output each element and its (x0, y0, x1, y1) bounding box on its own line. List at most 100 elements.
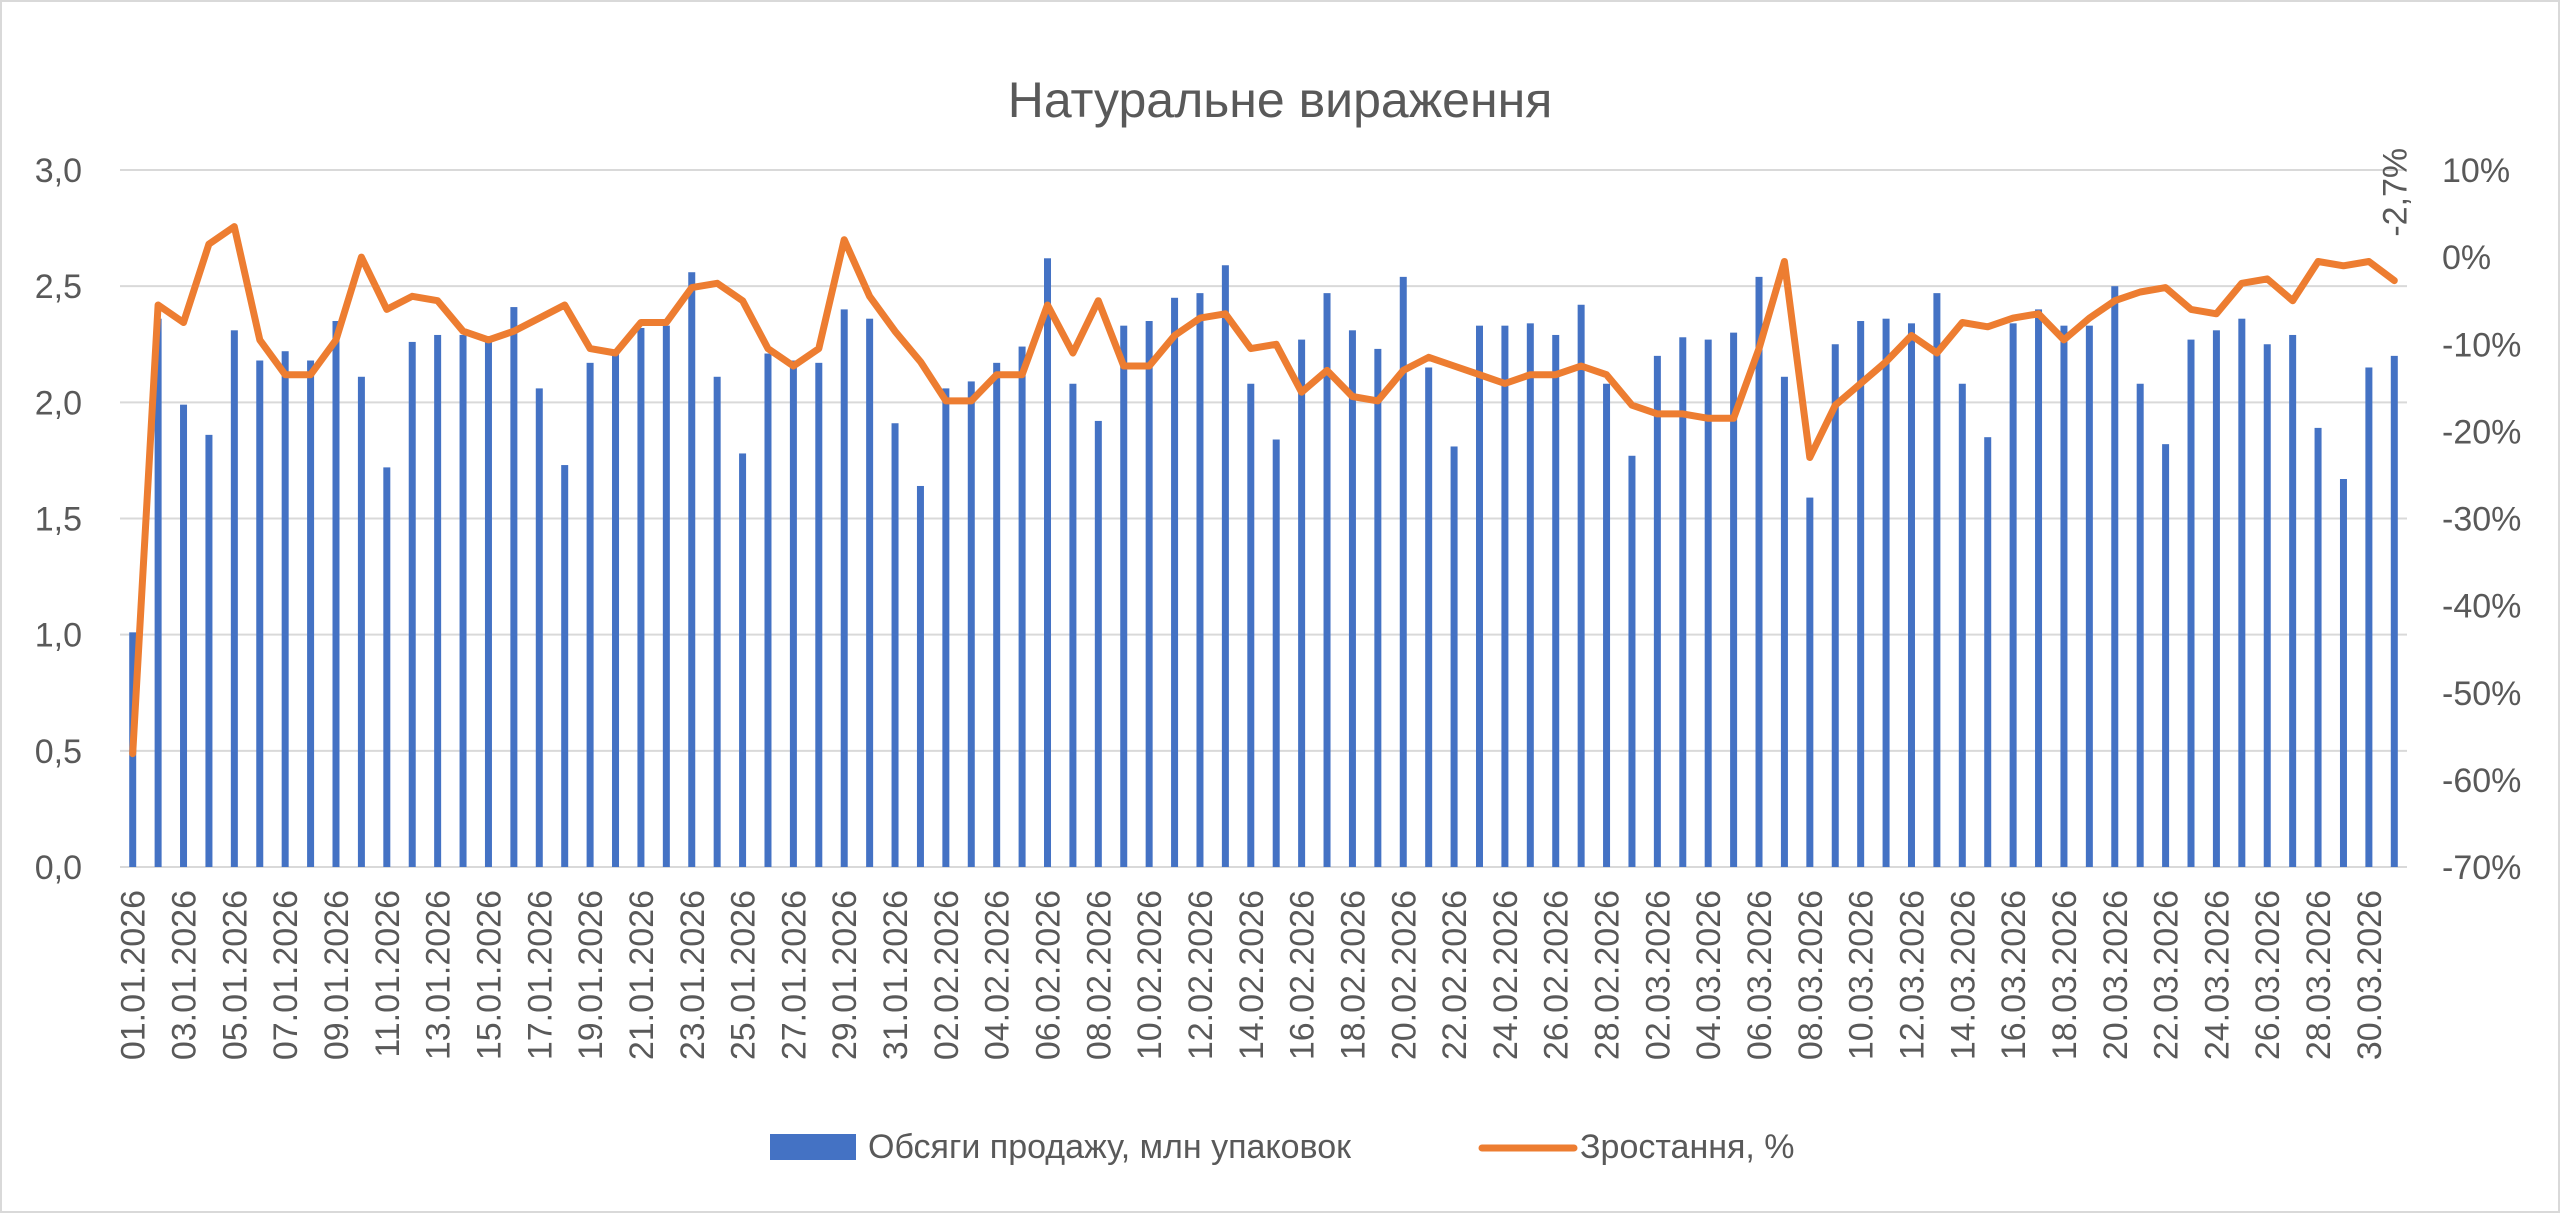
bar (180, 404, 188, 867)
left-axis-tick-label: 0,5 (35, 733, 82, 771)
bar (408, 341, 416, 868)
x-axis-tick-label: 25.01.2026 (725, 890, 763, 1060)
x-axis-tick-label: 08.03.2026 (1792, 890, 1830, 1060)
bar (1857, 321, 1865, 867)
x-axis-tick-label: 06.02.2026 (1030, 890, 1068, 1060)
left-axis-tick-label: 1,5 (35, 501, 82, 539)
bar (688, 272, 696, 867)
x-axis-tick-label: 07.01.2026 (267, 890, 305, 1060)
bar (484, 341, 492, 868)
bar (789, 360, 797, 867)
bar (205, 434, 213, 867)
left-axis-tick-label: 3,0 (35, 152, 82, 190)
x-axis-tick-label: 14.03.2026 (1944, 890, 1982, 1060)
bar (764, 353, 772, 867)
bar (1933, 293, 1941, 867)
bar (993, 362, 1001, 867)
left-axis-tick-label: 2,0 (35, 384, 82, 422)
left-axis-tick-label: 0,0 (35, 849, 82, 887)
x-axis-tick-label: 28.03.2026 (2300, 890, 2338, 1060)
right-axis-tick-label: -40% (2442, 588, 2521, 626)
gridlines (120, 169, 2407, 868)
bar (586, 362, 594, 867)
right-axis-tick-label: -20% (2442, 413, 2521, 451)
bar (1552, 334, 1560, 867)
bar (357, 376, 365, 867)
bar (1298, 339, 1306, 867)
bar (2263, 344, 2271, 867)
bar (1018, 346, 1026, 867)
bar (1475, 325, 1483, 867)
bar (1196, 293, 1204, 867)
x-axis-tick-label: 26.02.2026 (1538, 890, 1576, 1060)
bar (1984, 437, 1992, 867)
bar (1272, 439, 1280, 867)
bar (256, 360, 264, 867)
bar (2085, 325, 2093, 867)
bar (1907, 323, 1915, 868)
bar (2339, 479, 2347, 867)
legend-bar-label: Обсяги продажу, млн упаковок (868, 1128, 1352, 1166)
x-axis-tick-label: 29.01.2026 (826, 890, 864, 1060)
bar (891, 423, 899, 867)
bar (713, 376, 721, 867)
right-axis-tick-label: -70% (2442, 849, 2521, 887)
right-axis-tick-label: -60% (2442, 762, 2521, 800)
bar (2212, 330, 2220, 867)
x-axis-tick-label: 16.03.2026 (1995, 890, 2033, 1060)
bar (383, 467, 391, 867)
x-axis-tick-label: 18.03.2026 (2046, 890, 2084, 1060)
x-axis-tick-label: 09.01.2026 (318, 890, 356, 1060)
bar (1628, 455, 1636, 867)
x-axis-tick-label: 10.02.2026 (1131, 890, 1169, 1060)
x-axis-ticks: 01.01.2026 03.01.2026 05.01.2026 07.01.2026… (115, 890, 2389, 1060)
x-axis-tick-label: 12.02.2026 (1182, 890, 1220, 1060)
x-axis-tick-label: 03.01.2026 (166, 890, 204, 1060)
bar (1958, 383, 1966, 867)
bar (1780, 376, 1788, 867)
bar (2009, 323, 2017, 868)
bar (2390, 355, 2398, 867)
x-axis-tick-label: 20.03.2026 (2097, 890, 2135, 1060)
x-axis-tick-label: 12.03.2026 (1893, 890, 1931, 1060)
bar (1831, 344, 1839, 867)
x-axis-tick-label: 28.02.2026 (1589, 890, 1627, 1060)
bar (739, 453, 747, 867)
bar (1348, 330, 1356, 867)
bar (1374, 348, 1382, 867)
line-series: -2,7% (129, 148, 2414, 758)
bar (2111, 286, 2119, 868)
bar (434, 334, 442, 867)
bar (1323, 293, 1331, 867)
bar (1221, 265, 1229, 867)
bar (612, 351, 620, 868)
last-point-data-label: -2,7% (2376, 148, 2414, 237)
bar (2035, 309, 2043, 867)
x-axis-tick-label: 27.01.2026 (775, 890, 813, 1060)
x-axis-tick-label: 14.02.2026 (1233, 890, 1271, 1060)
bar (1501, 325, 1509, 867)
x-axis-tick-label: 06.03.2026 (1741, 890, 1779, 1060)
legend-line-label: Зростання, % (1580, 1128, 1795, 1166)
bar (1450, 446, 1458, 867)
x-axis-tick-label: 05.01.2026 (216, 890, 254, 1060)
right-axis-tick-label: 10% (2442, 152, 2510, 190)
bar (637, 327, 645, 867)
bar (1145, 321, 1153, 867)
x-axis-tick-label: 08.02.2026 (1080, 890, 1118, 1060)
bar (1755, 276, 1763, 868)
x-axis-tick-label: 20.02.2026 (1385, 890, 1423, 1060)
bar (2187, 339, 2195, 867)
bar (1704, 339, 1712, 867)
bar (154, 318, 162, 867)
right-axis-tick-label: -30% (2442, 501, 2521, 539)
legend: Обсяги продажу, млн упаковок Зростання, … (770, 1128, 1795, 1166)
bar (1120, 325, 1128, 867)
x-axis-tick-label: 21.01.2026 (623, 890, 661, 1060)
x-axis-tick-label: 22.03.2026 (2148, 890, 2186, 1060)
bar (307, 360, 315, 867)
bar (535, 388, 543, 867)
growth-line (129, 223, 2398, 758)
bar (815, 362, 823, 867)
